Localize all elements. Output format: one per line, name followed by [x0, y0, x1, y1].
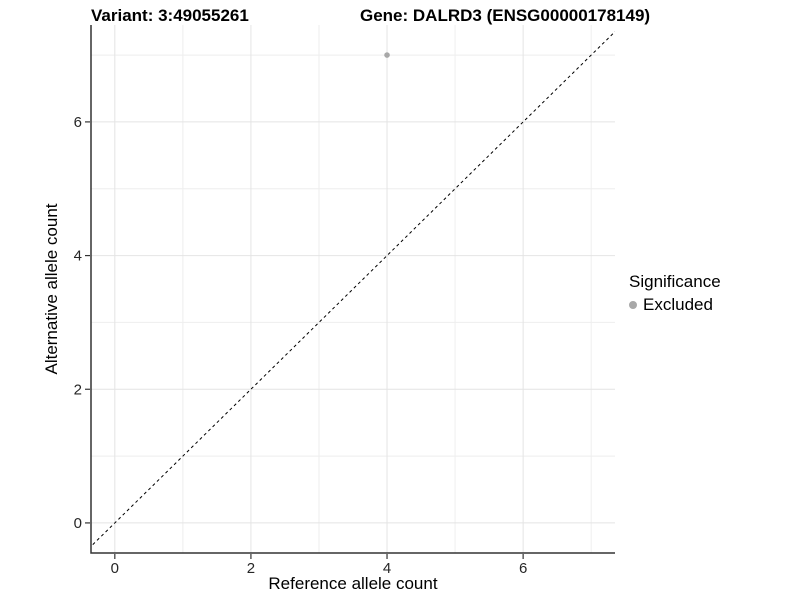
legend: Significance Excluded [629, 272, 721, 315]
x-axis-label: Reference allele count [268, 574, 438, 593]
legend-item-excluded: Excluded [629, 295, 721, 315]
y-tick-label: 2 [74, 381, 82, 398]
gene-title: Gene: DALRD3 (ENSG00000178149) [360, 6, 651, 25]
y-tick-label: 4 [74, 248, 82, 265]
x-tick-label: 0 [111, 560, 119, 577]
y-axis-label-text: Alternative allele count [42, 203, 61, 375]
legend-title: Significance [629, 272, 721, 291]
x-tick-label: 2 [247, 560, 255, 577]
legend-key [629, 301, 643, 309]
data-point [384, 52, 390, 58]
legend-item-label: Excluded [643, 295, 713, 314]
y-tick-label: 6 [74, 114, 82, 131]
x-tick-label: 4 [383, 560, 391, 577]
variant-title: Variant: 3:49055261 [91, 6, 249, 25]
panel [91, 25, 615, 553]
y-tick-label: 0 [74, 515, 82, 532]
identity-line [91, 30, 615, 548]
axis-lines [90, 25, 615, 554]
legend-point-icon [629, 301, 637, 309]
x-tick-label: 6 [519, 560, 527, 577]
